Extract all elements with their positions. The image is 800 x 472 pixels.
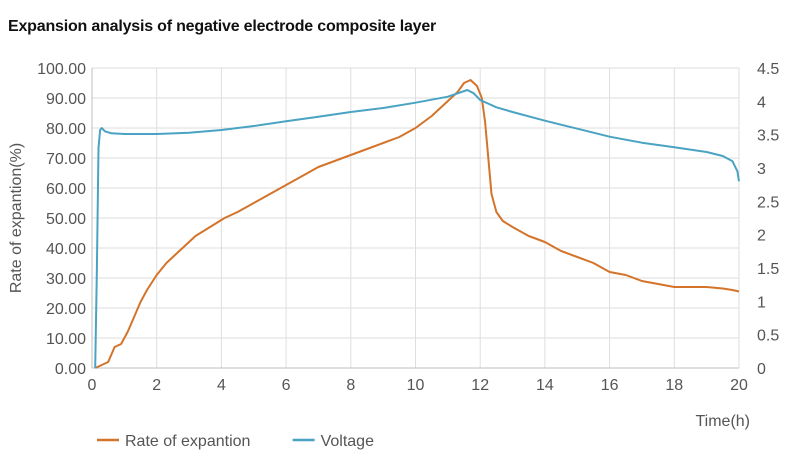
x-tick-label: 12 bbox=[471, 377, 489, 394]
y-tick-label: 40.00 bbox=[46, 241, 86, 258]
y2-tick-label: 3.5 bbox=[757, 128, 779, 145]
y-tick-label: 0.00 bbox=[55, 361, 86, 378]
y-tick-label: 70.00 bbox=[46, 151, 86, 168]
y-tick-label: 30.00 bbox=[46, 271, 86, 288]
series-line-voltage bbox=[94, 89, 740, 369]
y-tick-label: 100.00 bbox=[37, 61, 86, 78]
y2-tick-label: 0 bbox=[757, 361, 766, 378]
grid bbox=[91, 67, 740, 369]
axes bbox=[91, 68, 739, 369]
y2-tick-label: 4 bbox=[757, 94, 766, 111]
y2-tick-label: 4.5 bbox=[757, 61, 779, 78]
x-tick-label: 4 bbox=[217, 377, 226, 394]
chart-title: Expansion analysis of negative electrode… bbox=[8, 18, 437, 35]
x-tick-label: 10 bbox=[407, 377, 425, 394]
x-tick-label: 18 bbox=[665, 377, 683, 394]
legend-label: Rate of expantion bbox=[125, 433, 250, 450]
y-tick-label: 90.00 bbox=[46, 91, 86, 108]
y2-tick-label: 2.5 bbox=[757, 194, 779, 211]
y2-tick-label: 2 bbox=[757, 228, 766, 245]
y2-tick-label: 3 bbox=[757, 161, 766, 178]
y-tick-label: 50.00 bbox=[46, 211, 86, 228]
tick-labels: 0.00 10.00 20.00 30.00 40.00 50.00 60.00 70.00 8… bbox=[8, 61, 779, 430]
legend-label: Voltage bbox=[321, 433, 374, 450]
y2-tick-label: 0.5 bbox=[757, 328, 779, 345]
x-tick-label: 8 bbox=[346, 377, 355, 394]
y2-tick-label: 1.5 bbox=[757, 261, 779, 278]
x-tick-label: 20 bbox=[730, 377, 748, 394]
series-line-rate-of-expantion bbox=[94, 79, 740, 369]
y-tick-label: 60.00 bbox=[46, 181, 86, 198]
y-axis-title: Rate of expantion(%) bbox=[8, 143, 25, 293]
y-tick-label: 80.00 bbox=[46, 121, 86, 138]
x-tick-label: 14 bbox=[536, 377, 554, 394]
series bbox=[94, 79, 740, 369]
x-tick-label: 16 bbox=[601, 377, 619, 394]
y2-tick-label: 1 bbox=[757, 294, 766, 311]
x-tick-label: 0 bbox=[88, 377, 97, 394]
y-tick-label: 10.00 bbox=[46, 331, 86, 348]
x-tick-label: 6 bbox=[282, 377, 291, 394]
y-tick-label: 20.00 bbox=[46, 301, 86, 318]
x-axis-title: Time(h) bbox=[695, 413, 750, 430]
x-tick-label: 2 bbox=[152, 377, 161, 394]
legend: Rate of expantion Voltage bbox=[97, 433, 374, 450]
